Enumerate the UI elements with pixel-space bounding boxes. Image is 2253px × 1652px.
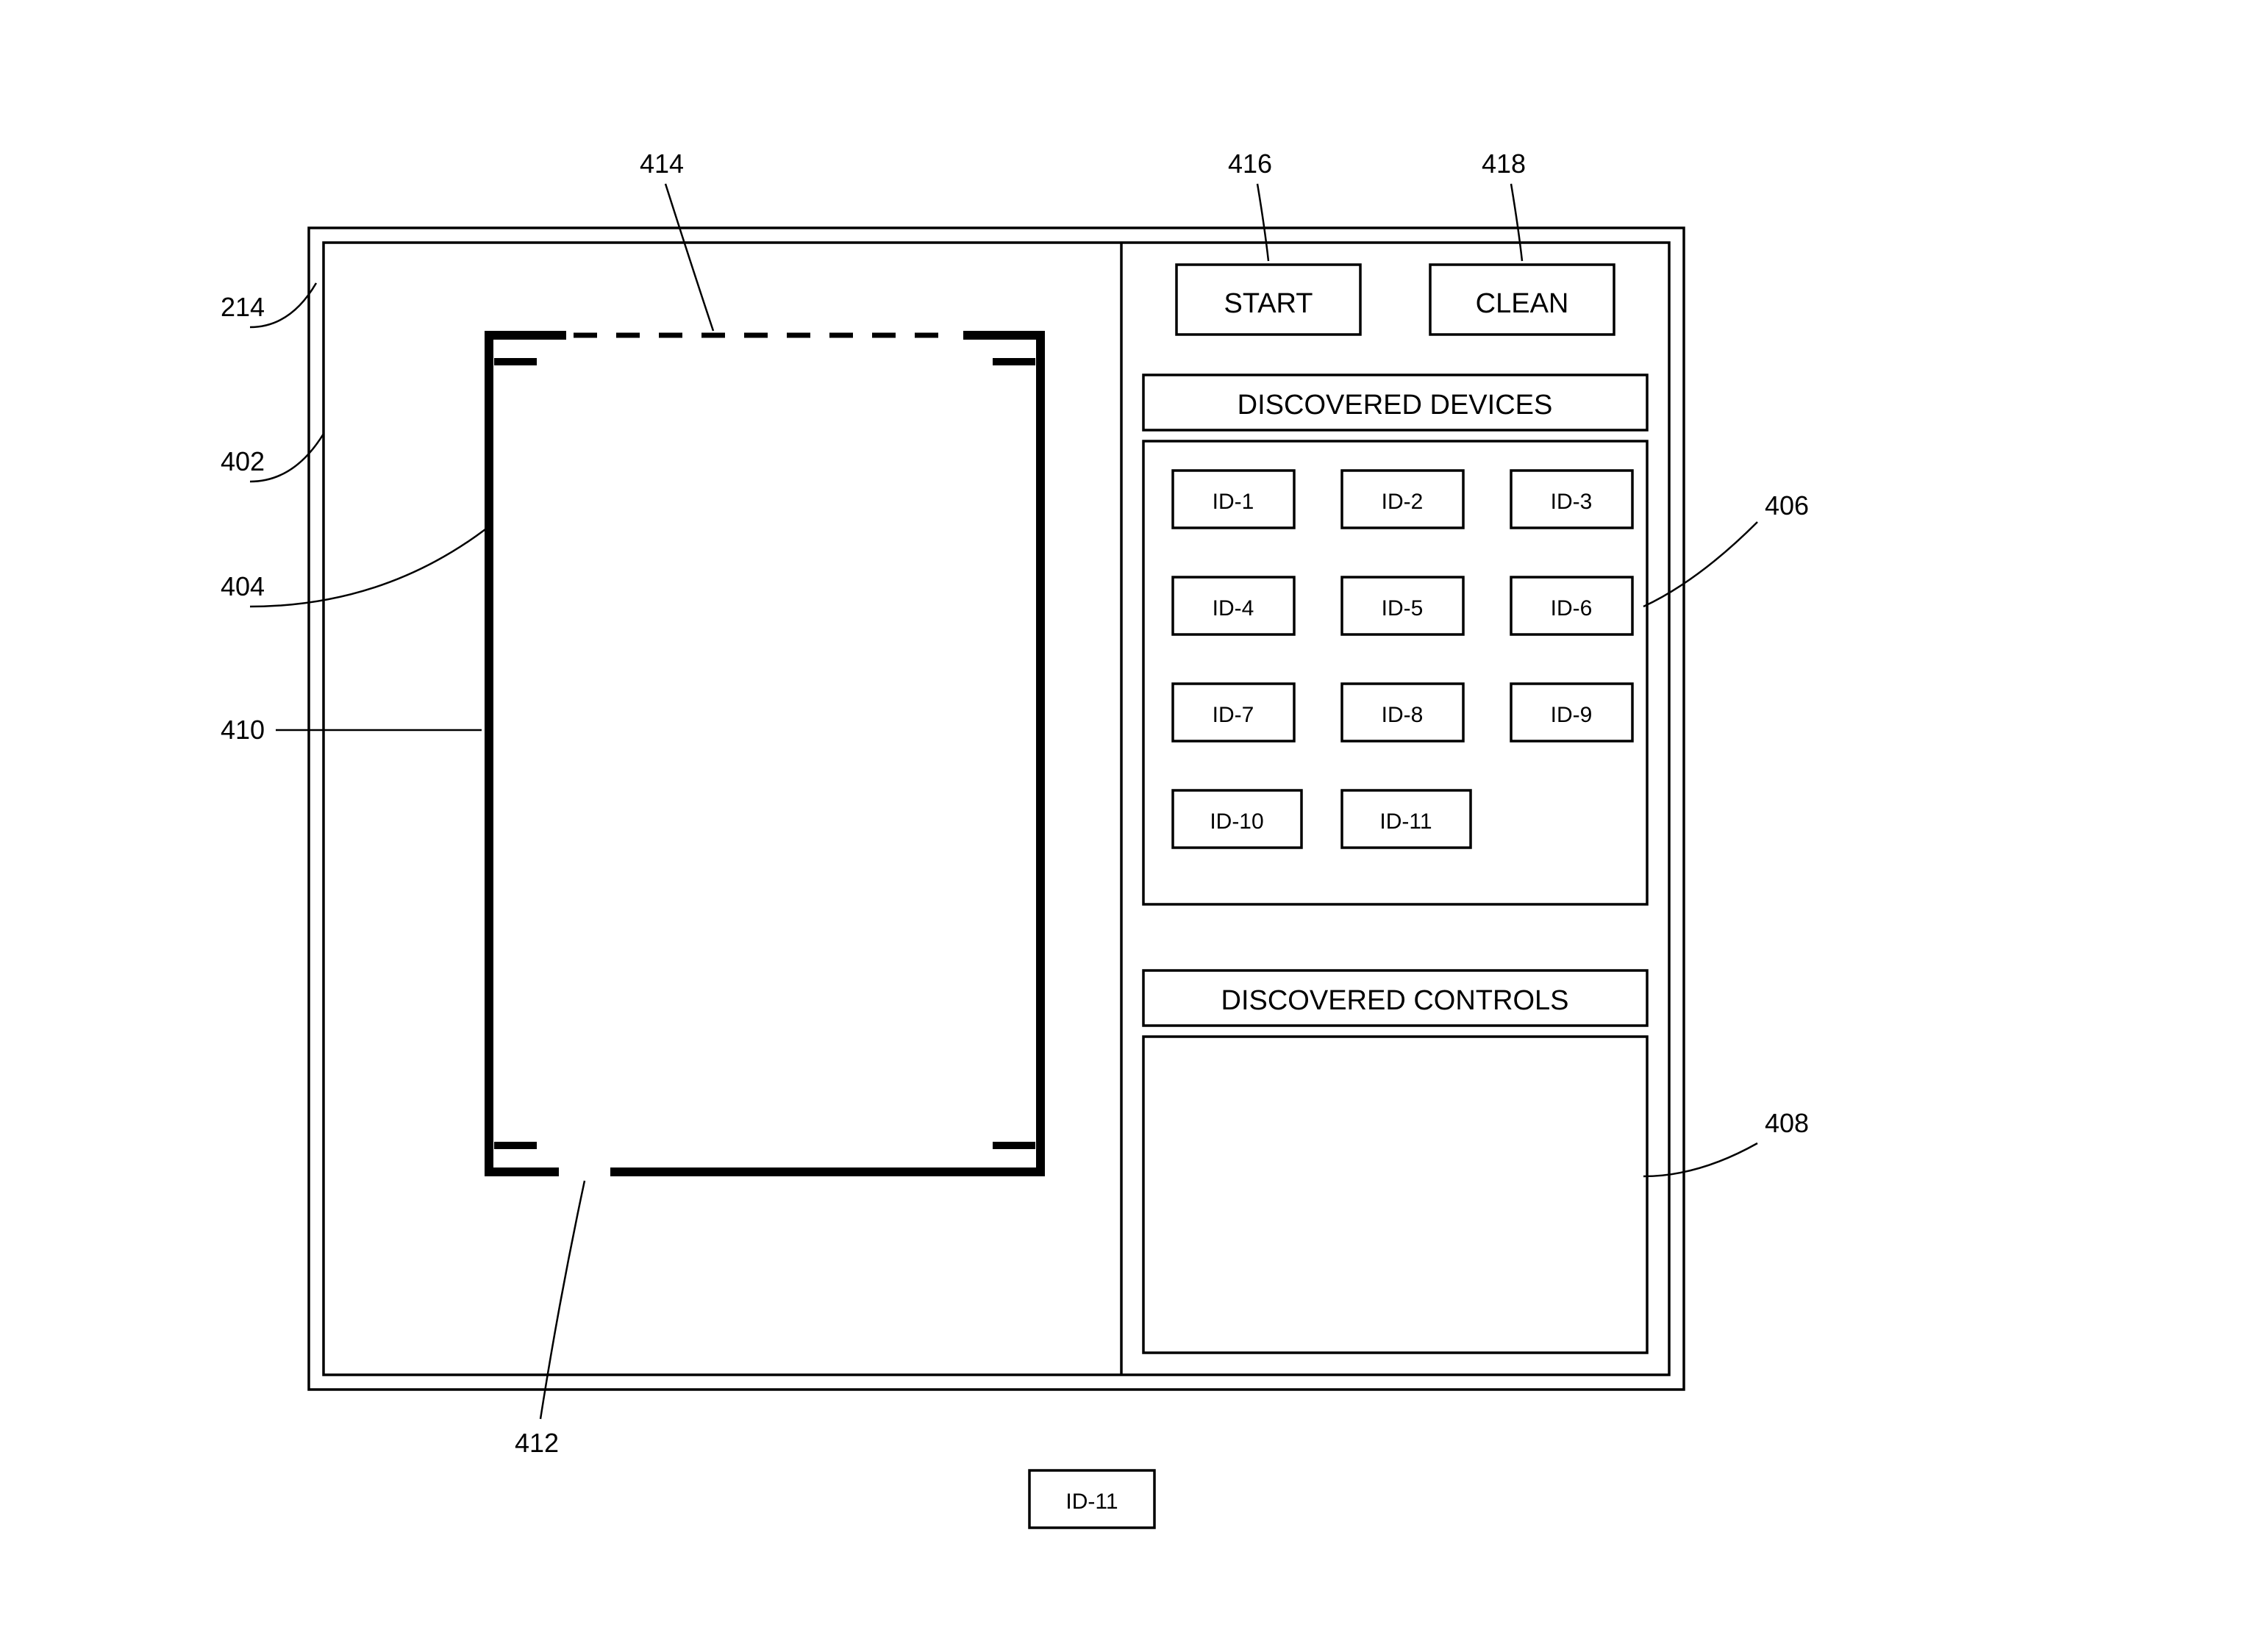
device-chip-label: ID-10 [1210,809,1263,834]
device-chip-id3[interactable]: ID-3 [1511,471,1632,528]
device-chip-label: ID-7 [1213,703,1254,727]
ref-406: 406 [1765,490,1809,521]
device-chip-id11[interactable]: ID-11 [1342,790,1471,848]
device-chip-id4[interactable]: ID-4 [1173,577,1294,634]
ref-408: 408 [1765,1108,1809,1138]
device-chip-label: ID-9 [1551,703,1593,727]
device-chip-id6[interactable]: ID-6 [1511,577,1632,634]
floating-device-chip[interactable]: ID-11 [1029,1470,1154,1528]
device-chip-id8[interactable]: ID-8 [1342,684,1463,741]
device-chip-id10[interactable]: ID-10 [1173,790,1302,848]
device-chip-id7[interactable]: ID-7 [1173,684,1294,741]
device-chip-id5[interactable]: ID-5 [1342,577,1463,634]
clean-button-label: CLEAN [1476,288,1569,319]
start-button[interactable]: START [1177,265,1360,335]
ref-418: 418 [1482,149,1526,179]
device-chip-label: ID-11 [1379,809,1432,834]
ref-404: 404 [221,571,265,601]
device-chip-label: ID-8 [1382,703,1424,727]
controls-header-label: DISCOVERED CONTROLS [1221,985,1569,1016]
ref-412: 412 [515,1428,559,1458]
device-chip-id1[interactable]: ID-1 [1173,471,1294,528]
controls-panel [1143,1037,1647,1353]
floating-device-chip-label: ID-11 [1065,1490,1118,1514]
device-chip-id9[interactable]: ID-9 [1511,684,1632,741]
clean-button[interactable]: CLEAN [1430,265,1614,335]
device-outline [485,331,1045,1176]
device-chip-id2[interactable]: ID-2 [1342,471,1463,528]
start-button-label: START [1224,288,1313,319]
controls-header: DISCOVERED CONTROLS [1143,970,1647,1026]
devices-header: DISCOVERED DEVICES [1143,375,1647,430]
device-chip-label: ID-2 [1382,490,1424,514]
device-chip-label: ID-1 [1213,490,1254,514]
ref-214: 214 [221,292,265,322]
device-chip-label: ID-5 [1382,596,1424,621]
ref-414: 414 [640,149,684,179]
device-chip-label: ID-6 [1551,596,1593,621]
devices-header-label: DISCOVERED DEVICES [1238,390,1553,421]
ref-410: 410 [221,715,265,745]
device-chip-label: ID-4 [1213,596,1254,621]
ref-416: 416 [1228,149,1272,179]
ref-402: 402 [221,446,265,476]
device-chip-label: ID-3 [1551,490,1593,514]
